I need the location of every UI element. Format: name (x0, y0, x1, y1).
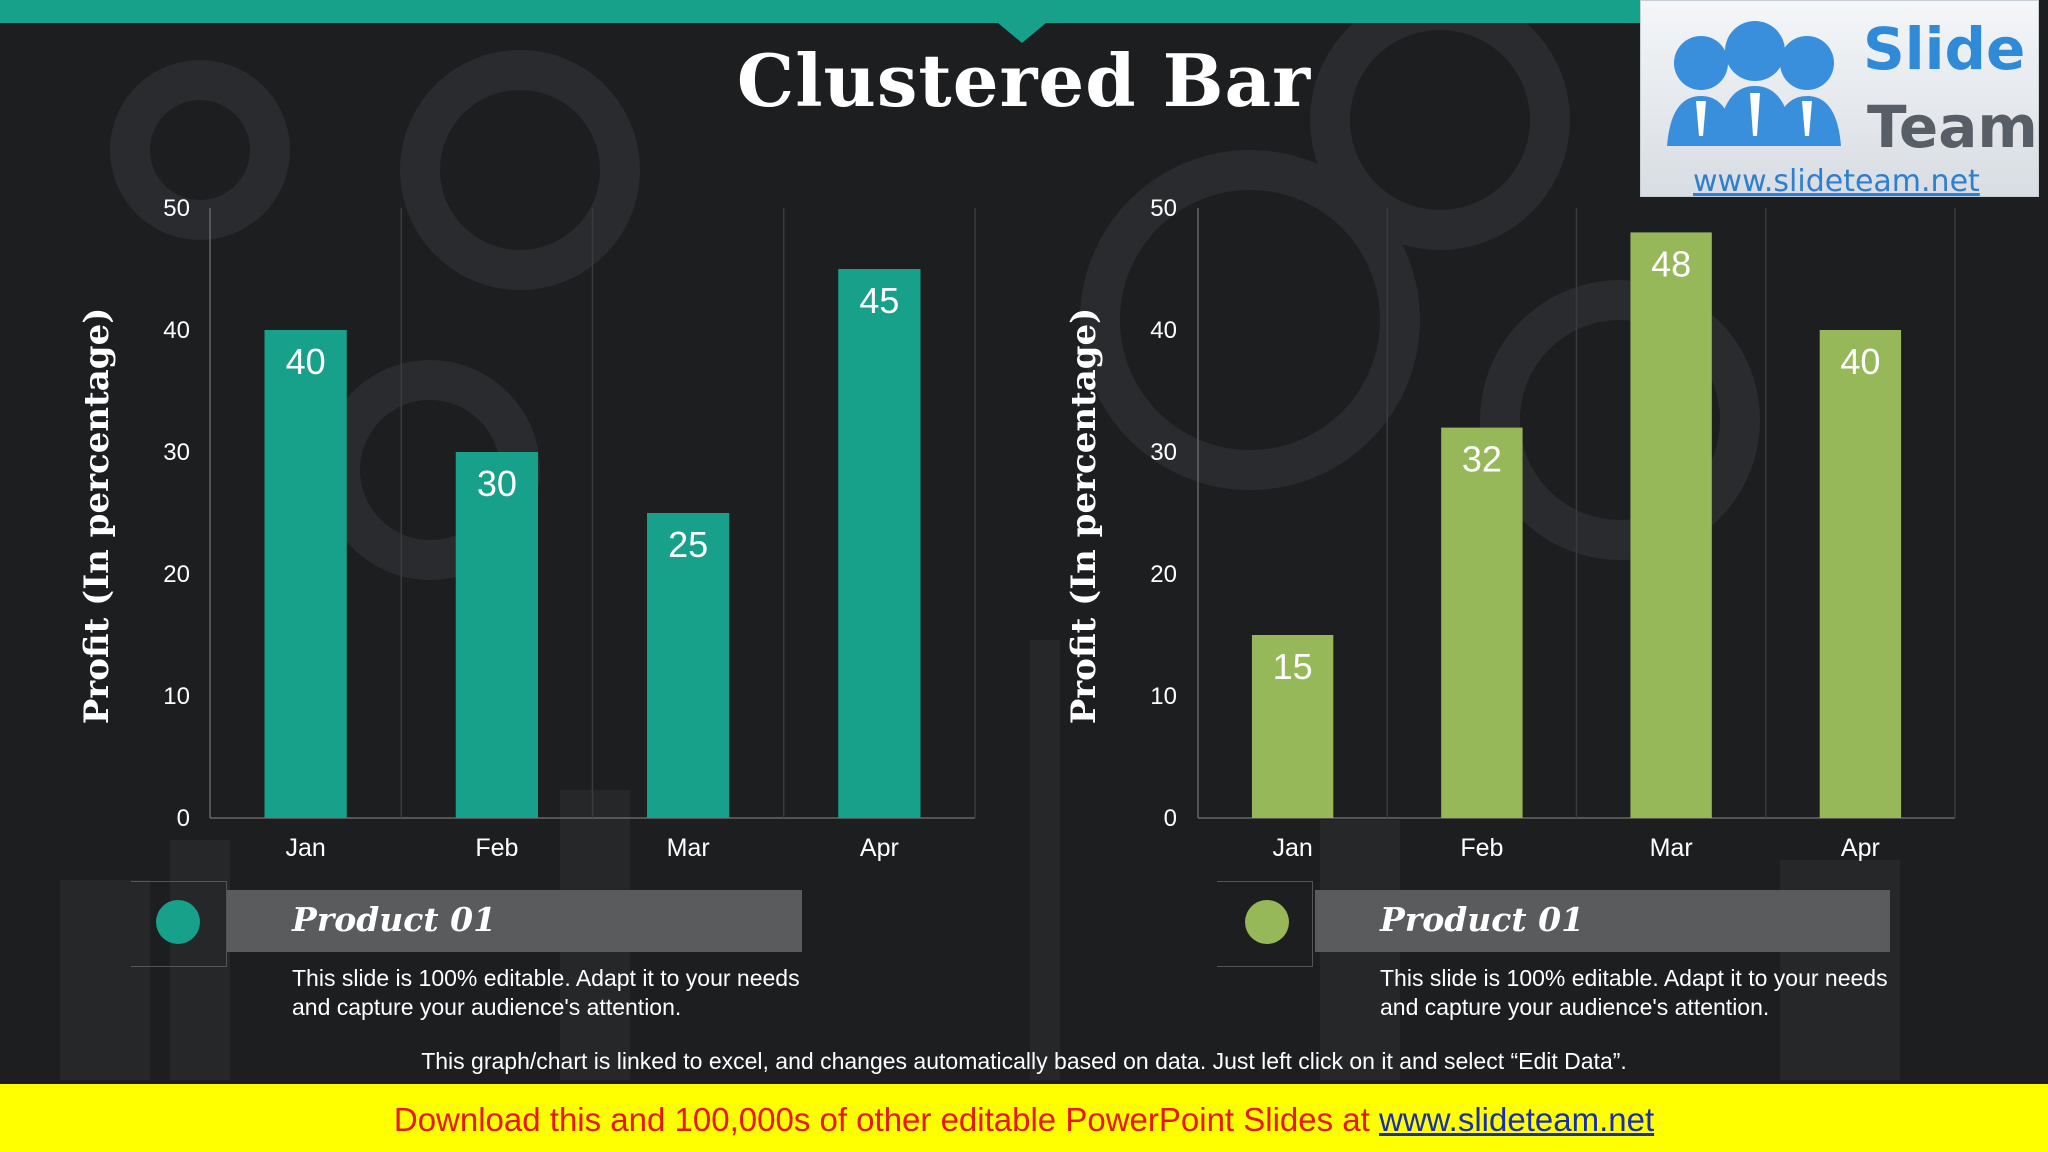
top-accent-notch (998, 23, 1046, 43)
x-tick-label: Feb (475, 834, 518, 862)
y-axis-title: Profit (In percentage) (1064, 308, 1104, 725)
x-tick-label: Mar (667, 834, 710, 862)
y-tick-label: 20 (1150, 561, 1177, 588)
banner-link[interactable]: www.slideteam.net (1379, 1101, 1655, 1138)
chart-left: 0 10 20 30 40 50 Profit (In percentage) 40 Jan 30… (77, 195, 976, 862)
legend-dot-frame (131, 881, 227, 967)
logo-word-slide: Slide (1863, 15, 2026, 83)
bar (1441, 427, 1523, 818)
top-accent-band (0, 0, 1640, 23)
banner-text-line: Download this and 100,000s of other edit… (0, 1101, 2048, 1139)
y-tick-label: 0 (177, 805, 190, 832)
bar (1251, 635, 1334, 818)
legend-dot-green (1245, 900, 1289, 944)
footnote: This graph/chart is linked to excel, and… (421, 1048, 1627, 1074)
y-tick-label: 50 (1150, 195, 1177, 222)
data-label: 15 (1273, 646, 1313, 687)
data-label: 48 (1651, 243, 1691, 284)
y-tick-label: 10 (163, 683, 190, 710)
y-tick-label: 10 (1150, 683, 1177, 710)
data-label: 25 (668, 524, 708, 565)
download-banner: Download this and 100,000s of other edit… (0, 1084, 2048, 1152)
y-axis-title: Profit (In percentage) (77, 308, 117, 725)
data-label: 45 (859, 280, 899, 321)
banner-text: Download this and 100,000s of other edit… (393, 1101, 1379, 1138)
y-tick-label: 20 (163, 561, 190, 588)
x-tick-label: Apr (1841, 834, 1880, 862)
x-tick-label: Feb (1460, 834, 1503, 862)
legend-title: Product 01 (1380, 900, 1585, 939)
legend-title: Product 01 (292, 900, 497, 939)
slide-title: Clustered Bar (736, 38, 1312, 123)
data-label: 40 (286, 341, 326, 382)
chart-right: 0 10 20 30 40 50 Profit (In percentage) 15 Jan 32… (1064, 195, 1956, 862)
x-tick-label: Jan (285, 834, 325, 862)
x-tick-label: Mar (1650, 834, 1693, 862)
data-label: 40 (1840, 341, 1880, 382)
x-tick-label: Apr (860, 834, 899, 862)
bar (647, 513, 730, 818)
legend-title-bar (1315, 890, 1890, 952)
x-tick-label: Jan (1272, 834, 1312, 862)
y-tick-label: 30 (163, 439, 190, 466)
y-tick-label: 0 (1164, 805, 1177, 832)
y-tick-label: 40 (163, 317, 190, 344)
bar (1819, 330, 1902, 818)
legend-dot-teal (156, 900, 200, 944)
logo-url[interactable]: www.slideteam.net (1693, 164, 1980, 199)
y-tick-label: 30 (1150, 439, 1177, 466)
slideteam-logo[interactable]: Slide Team www.slideteam.net (1640, 0, 2039, 199)
legend-dot-frame (1217, 881, 1313, 967)
people-logo-icon (1667, 21, 1841, 146)
bar (838, 269, 921, 818)
legend-title-bar (227, 890, 802, 952)
bar (264, 330, 347, 818)
data-label: 30 (477, 463, 517, 504)
legend-description: This slide is 100% editable. Adapt it to… (292, 965, 800, 1020)
logo-word-team: Team (1867, 93, 2038, 161)
data-label: 32 (1462, 439, 1502, 480)
y-tick-label: 40 (1150, 317, 1177, 344)
y-tick-label: 50 (163, 195, 190, 222)
bar (1630, 232, 1712, 818)
bar (455, 452, 538, 818)
legend-description: This slide is 100% editable. Adapt it to… (1380, 965, 1888, 1020)
